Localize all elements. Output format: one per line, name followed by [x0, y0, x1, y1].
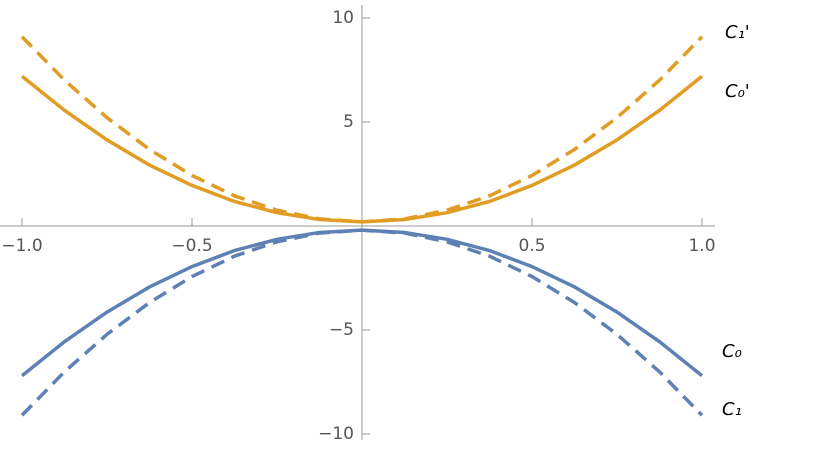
x-tick-label: −1.0	[1, 236, 42, 256]
series-label: C₁'	[725, 22, 750, 43]
x-tick-label: 1.0	[688, 236, 715, 256]
y-tick-label: 5	[343, 112, 354, 132]
y-tick-label: 10	[332, 8, 354, 28]
series-label: C₀	[722, 341, 742, 362]
series-label: C₀'	[725, 81, 750, 102]
series-label: C₁	[722, 399, 742, 420]
x-tick-label: 0.5	[518, 236, 545, 256]
series-line	[20, 74, 704, 224]
series-line	[20, 228, 704, 417]
y-tick-label: −5	[329, 320, 354, 340]
x-tick-label: −0.5	[171, 236, 212, 256]
y-tick-label: −10	[318, 424, 354, 444]
